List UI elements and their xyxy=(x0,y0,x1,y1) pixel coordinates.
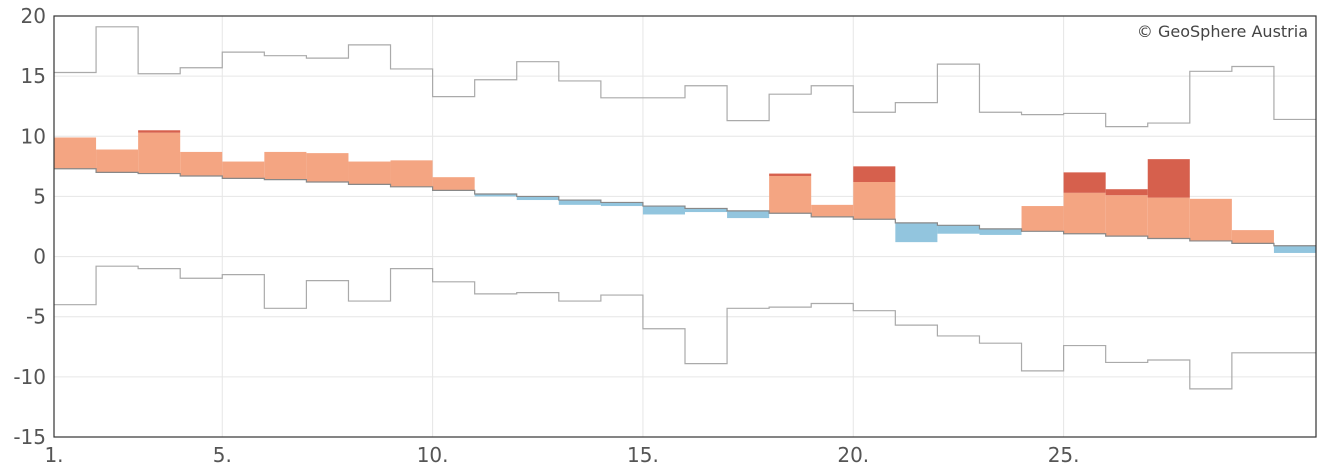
normal-step-line xyxy=(54,168,1316,247)
above-normal-bar xyxy=(390,160,433,187)
record-and-normal-lines xyxy=(54,26,1316,390)
record-exceedance-bar xyxy=(1147,159,1190,198)
above-normal-bar xyxy=(1063,192,1106,234)
y-tick-label: -15 xyxy=(13,425,46,449)
y-axis-tick-labels: 20 15 10 5 0 -5 -10 -15 xyxy=(13,4,46,449)
x-tick-label: 20. xyxy=(837,443,869,467)
below-normal-bar xyxy=(642,206,685,215)
copyright-credit: © GeoSphere Austria xyxy=(1137,22,1308,41)
above-normal-bar xyxy=(54,137,97,169)
above-normal-bar xyxy=(1189,198,1232,241)
below-normal-bar xyxy=(600,202,643,207)
y-tick-label: 15 xyxy=(21,64,46,88)
y-tick-label: 5 xyxy=(33,184,46,208)
x-axis-tick-labels: 1. 5. 10. 15. 20. 25. xyxy=(44,443,1079,467)
above-normal-bar xyxy=(348,161,391,185)
below-normal-bar xyxy=(516,196,559,201)
x-tick-label: 1. xyxy=(44,443,63,467)
below-normal-bar xyxy=(558,200,601,205)
max-record-step-line xyxy=(54,26,1316,128)
above-normal-bar xyxy=(1231,230,1274,244)
y-tick-label: -10 xyxy=(13,365,46,389)
above-normal-bar xyxy=(811,204,854,217)
above-normal-bar xyxy=(1147,197,1190,239)
temperature-bars xyxy=(54,130,1316,253)
record-exceedance-bar xyxy=(769,173,812,176)
below-normal-bar xyxy=(937,225,980,234)
x-tick-label: 25. xyxy=(1048,443,1080,467)
y-tick-label: 0 xyxy=(33,245,46,269)
y-tick-label: -5 xyxy=(26,305,46,329)
above-normal-bar xyxy=(432,177,475,191)
above-normal-bar xyxy=(96,149,139,173)
above-normal-bar xyxy=(769,175,812,214)
above-normal-bar xyxy=(853,181,896,220)
above-normal-bar xyxy=(1105,195,1148,237)
y-tick-label: 10 xyxy=(21,124,46,148)
x-tick-label: 10. xyxy=(417,443,449,467)
below-normal-bar xyxy=(895,222,938,243)
above-normal-bar xyxy=(222,161,265,179)
above-normal-bar xyxy=(264,151,307,180)
above-normal-bar xyxy=(138,132,181,174)
record-exceedance-bar xyxy=(853,166,896,182)
below-normal-bar xyxy=(1273,245,1316,253)
below-normal-bar xyxy=(685,208,728,213)
above-normal-bar xyxy=(180,151,223,176)
x-tick-label: 15. xyxy=(627,443,659,467)
below-normal-bar xyxy=(727,210,770,219)
record-exceedance-bar xyxy=(1105,189,1148,196)
below-normal-bar xyxy=(474,194,517,197)
below-normal-bar xyxy=(979,228,1022,235)
x-tick-label: 5. xyxy=(213,443,232,467)
record-exceedance-bar xyxy=(1063,172,1106,193)
min-record-step-line xyxy=(54,265,1316,390)
plot-frame xyxy=(53,15,1317,438)
above-normal-bar xyxy=(306,153,349,182)
y-tick-label: 20 xyxy=(21,4,46,28)
record-exceedance-bar xyxy=(138,130,181,133)
above-normal-bar xyxy=(1021,206,1064,232)
